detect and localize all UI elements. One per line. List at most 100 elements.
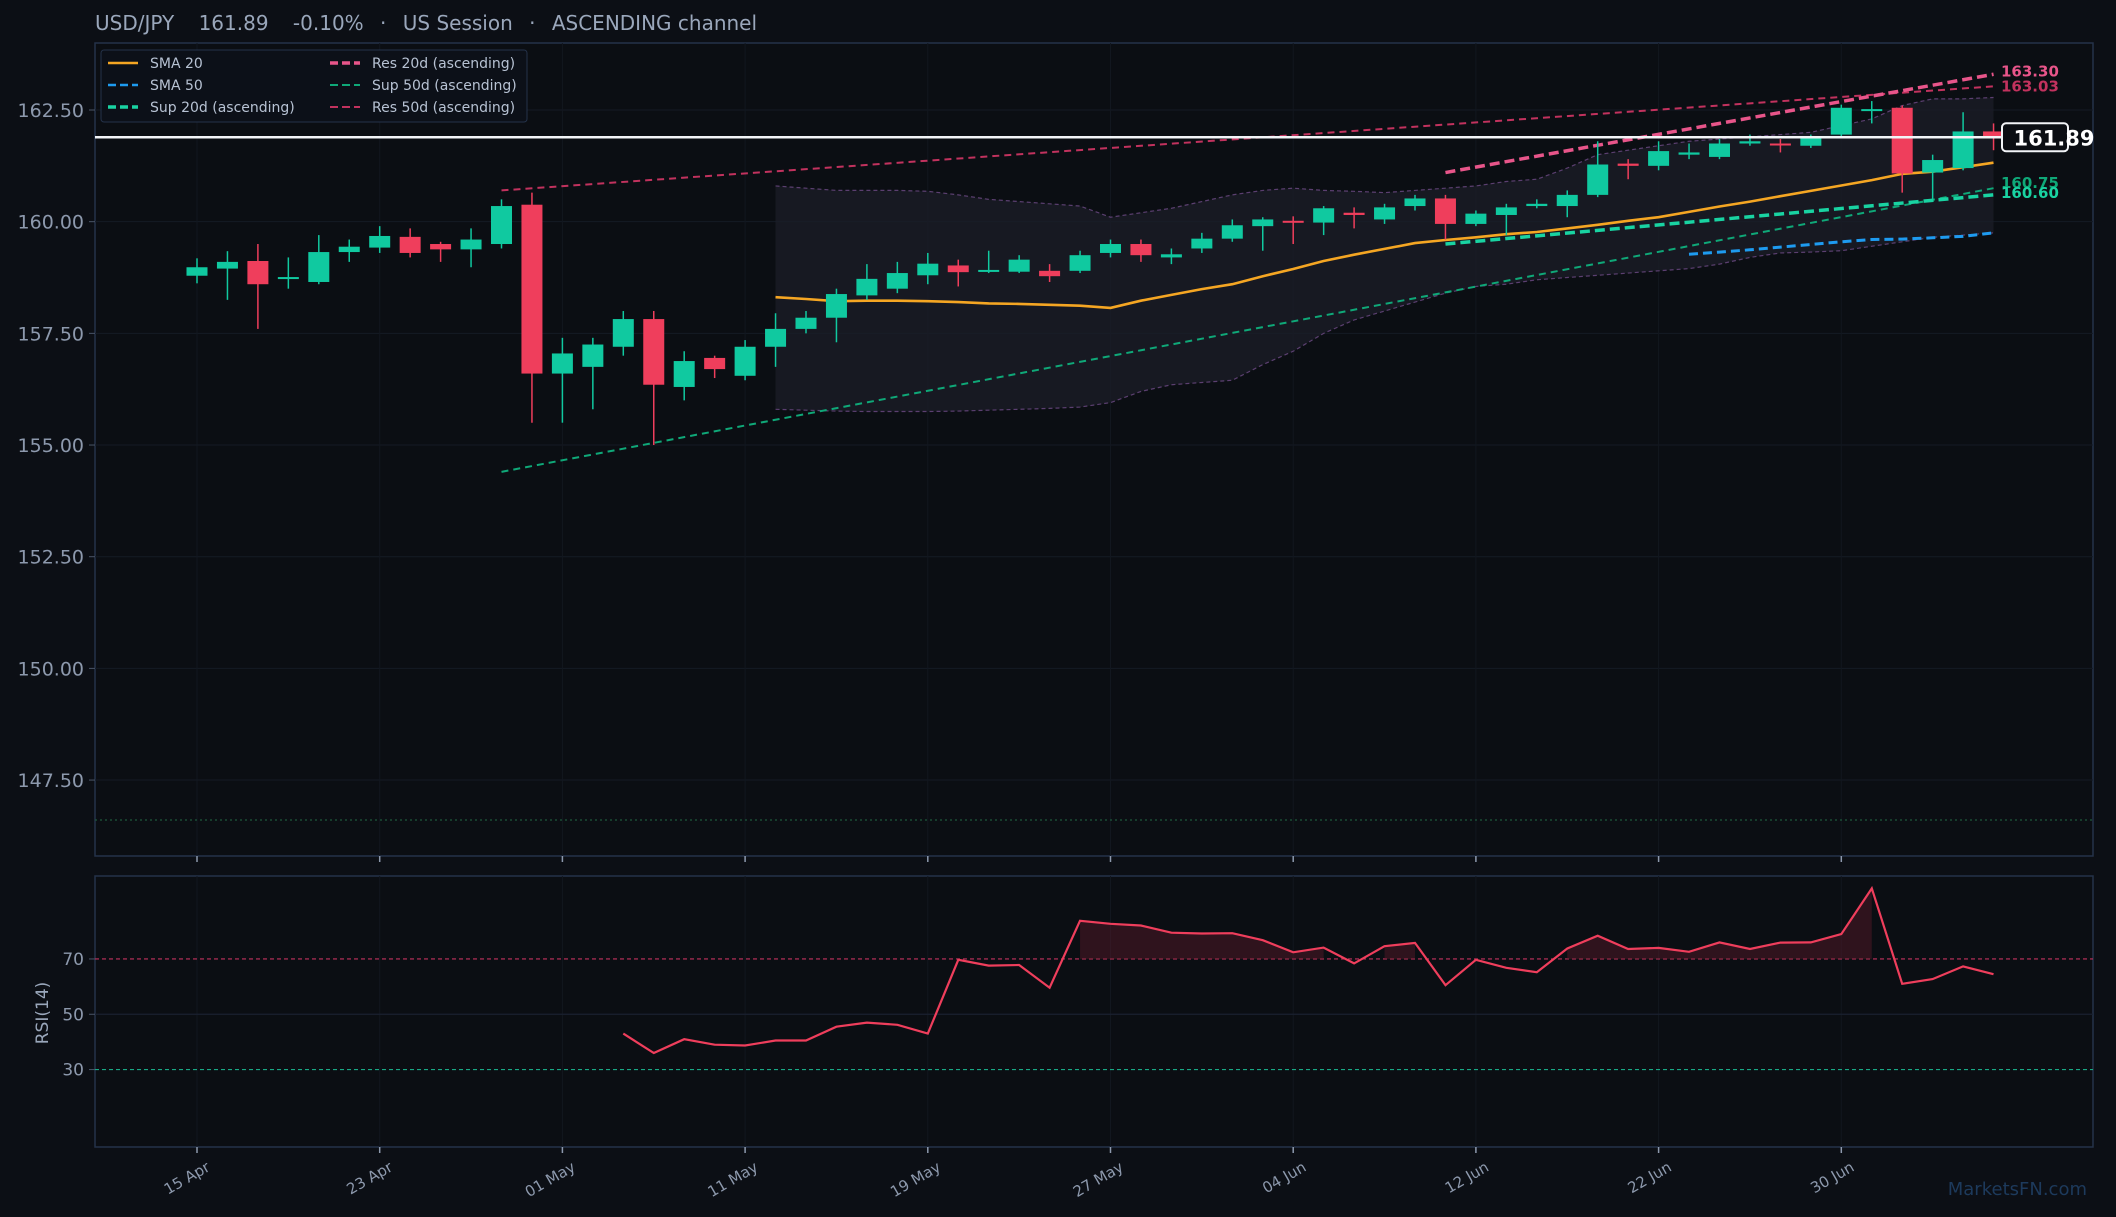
level-label: 163.30	[2001, 62, 2059, 80]
level-label: 160.60	[2001, 184, 2059, 202]
candle	[1709, 139, 1730, 160]
candle	[491, 199, 512, 249]
candle-body	[978, 269, 1000, 272]
candle-body	[216, 261, 238, 269]
candle-body	[369, 235, 391, 248]
candle-body	[277, 277, 299, 280]
sma20-line	[775, 161, 1994, 310]
candle-body	[1343, 212, 1365, 215]
session-label: US Session	[403, 11, 513, 35]
legend-label: Sup 50d (ascending)	[372, 78, 517, 94]
candle-body	[1800, 136, 1822, 146]
symbol-label: USD/JPY	[95, 11, 175, 35]
candle	[734, 340, 756, 381]
candle	[308, 235, 330, 285]
candle-body	[673, 361, 695, 387]
candle	[1434, 194, 1456, 240]
candle-body	[1008, 259, 1030, 272]
candle	[704, 355, 726, 379]
candle	[1556, 190, 1578, 218]
candle-body	[1739, 141, 1761, 144]
last-price-badge: 161.89	[2001, 122, 2095, 153]
candle	[795, 311, 817, 334]
res20-line	[1445, 72, 1994, 175]
band-upper-line	[775, 96, 1994, 218]
candle-body	[1465, 213, 1487, 224]
candle-body	[1100, 244, 1121, 253]
candle	[1465, 210, 1487, 227]
last-price-badge-box	[2001, 122, 2069, 153]
candle-body	[612, 319, 634, 347]
candle	[430, 241, 452, 262]
candle-body	[1374, 207, 1396, 220]
candle	[1191, 232, 1213, 253]
candle	[460, 228, 482, 268]
candle-body	[186, 267, 208, 276]
candle-body	[460, 239, 482, 250]
legend: SMA 20 SMA 50 Sup 20d (ascending) Res 20d (…	[100, 49, 528, 123]
legend-items: SMA 20 SMA 50 Sup 20d (ascending) Res 20d (…	[108, 56, 517, 116]
legend-item: SMA 50	[108, 78, 203, 94]
envelope-band	[775, 96, 1994, 413]
candle-body	[551, 353, 573, 374]
candle	[247, 244, 269, 329]
candle-body	[734, 346, 756, 376]
price-tick-label: 162.50	[18, 100, 84, 122]
candle-body	[582, 344, 604, 367]
candle	[825, 288, 847, 343]
candle-body	[1039, 270, 1061, 277]
candle	[1069, 250, 1091, 274]
candle	[1160, 248, 1182, 265]
price-axis: 147.50 150.00 152.50 155.00 157.50 160.00 162.…	[18, 100, 95, 792]
candle	[1221, 219, 1243, 242]
sma50-line	[1688, 231, 1994, 256]
candle-body	[1983, 131, 2005, 138]
legend-item: Res 50d (ascending)	[330, 100, 515, 116]
candle	[1678, 143, 1700, 160]
candle-body	[491, 206, 512, 245]
rsi-series: 30 50 70	[62, 876, 2093, 1147]
candle-body	[765, 328, 787, 347]
rsi-overbought-fill	[1384, 942, 1415, 959]
title-separator: ·	[529, 11, 535, 35]
band-lower-line	[775, 232, 1994, 413]
candle-body	[1160, 254, 1182, 258]
candle	[1861, 101, 1883, 124]
candle	[765, 313, 787, 367]
rsi-panel	[94, 875, 2094, 1148]
channel-label: ASCENDING channel	[552, 11, 757, 35]
candle-body	[1404, 198, 1426, 207]
legend-label: Res 20d (ascending)	[372, 56, 515, 72]
price-tick-label: 155.00	[18, 435, 84, 457]
candle-body	[886, 273, 908, 289]
candle	[1343, 207, 1365, 229]
legend-label: Sup 20d (ascending)	[150, 100, 295, 116]
candle-body	[521, 204, 543, 374]
candle-body	[247, 260, 269, 285]
candle	[1587, 141, 1609, 198]
candle	[186, 258, 208, 284]
title-separator: ·	[380, 11, 386, 35]
candle	[277, 257, 299, 289]
sup20-line	[1445, 193, 1994, 246]
candle-body	[1922, 160, 1944, 173]
candle	[551, 337, 573, 423]
candle	[978, 250, 1000, 274]
candle-body	[1617, 163, 1639, 166]
candle-body	[1830, 107, 1852, 135]
level-label: 163.03	[2001, 77, 2059, 95]
candle	[1617, 159, 1639, 180]
legend-item: Sup 50d (ascending)	[330, 78, 517, 94]
candle-body	[1587, 164, 1609, 195]
candlestick-series	[186, 101, 2005, 446]
candle-body	[1709, 143, 1730, 157]
rsi-line	[622, 885, 1994, 1055]
candle-body	[1891, 107, 1913, 174]
rsi-axis-label: RSI(14)	[33, 982, 53, 1045]
candle	[1313, 206, 1335, 236]
candle	[338, 239, 360, 262]
price-tick-label: 157.50	[18, 323, 84, 345]
legend-label: Res 50d (ascending)	[372, 100, 515, 116]
